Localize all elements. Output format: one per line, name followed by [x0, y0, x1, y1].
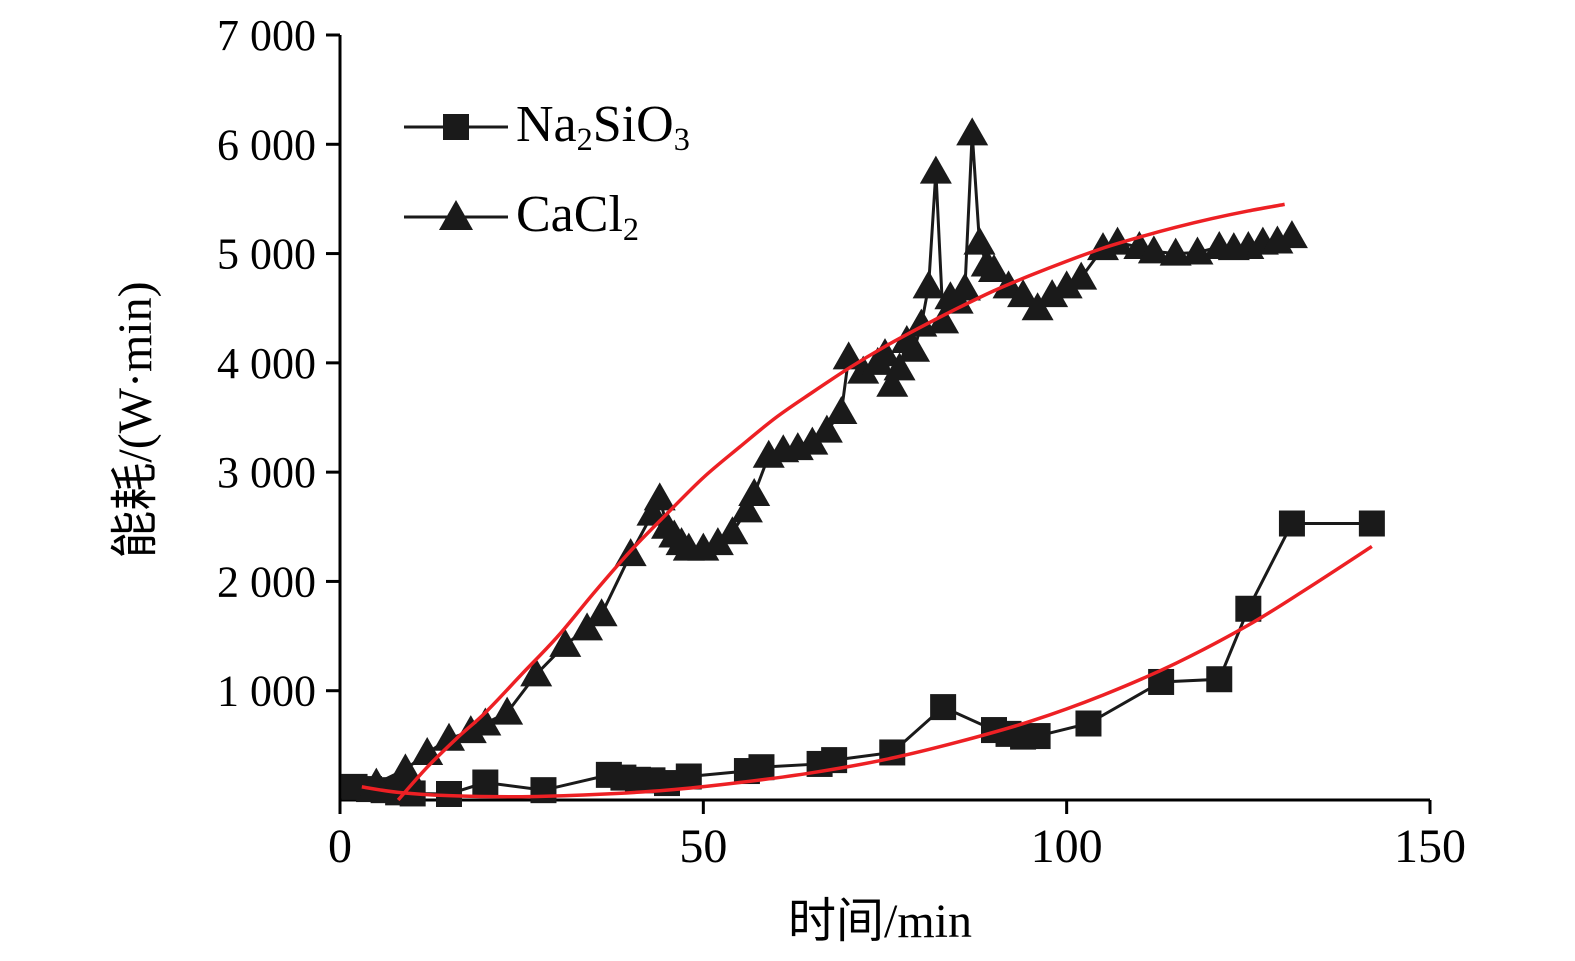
fit-curve-na2sio3	[361, 544, 1373, 799]
x-tick-label: 50	[679, 820, 727, 873]
square-marker	[1278, 510, 1305, 537]
x-tick-label: 100	[1031, 820, 1103, 873]
axes	[326, 33, 1432, 814]
triangle-marker	[1065, 261, 1098, 290]
x-tick-label: 150	[1394, 820, 1466, 873]
triangle-marker	[411, 737, 444, 766]
square-marker	[1358, 510, 1385, 537]
series-na2sio3	[341, 510, 1385, 807]
square-marker	[1235, 595, 1262, 622]
triangle-marker	[643, 482, 676, 511]
square-marker	[748, 754, 775, 781]
y-tick-label: 3 000	[217, 448, 316, 497]
triangle-marker	[389, 753, 422, 782]
square-marker	[675, 763, 702, 790]
triangle-marker	[469, 707, 502, 736]
triangle-marker	[701, 527, 734, 556]
series-cacl2	[360, 117, 1308, 796]
triangle-marker	[948, 272, 981, 301]
triangle-marker	[825, 396, 858, 425]
legend-entry-na2sio3: Na2SiO3	[402, 88, 690, 166]
square-legend-marker-icon	[404, 114, 508, 140]
series-line	[354, 522, 1372, 796]
legend: Na2SiO3 CaCl2	[402, 88, 690, 256]
legend-label-na2sio3: Na2SiO3	[516, 96, 690, 158]
triangle-marker	[883, 352, 916, 381]
y-tick-labels: 1 000 2 000 3 000 4 000 5 000 6 000 7 000	[217, 11, 316, 716]
triangle-marker	[738, 478, 771, 506]
y-axis-title: 能耗/(W·min)	[109, 281, 162, 559]
triangle-marker	[571, 612, 604, 641]
legend-entry-cacl2: CaCl2	[402, 178, 690, 256]
y-tick-label: 1 000	[217, 667, 316, 716]
legend-label-cacl2: CaCl2	[516, 186, 640, 248]
triangle-marker	[549, 628, 582, 657]
triangle-marker	[454, 715, 487, 744]
triangle-marker	[520, 658, 553, 687]
fit-curve-cacl2	[396, 202, 1285, 802]
triangle-marker	[810, 414, 843, 443]
triangle-marker	[927, 305, 960, 334]
x-axis-title: 时间/min	[787, 895, 973, 948]
square-marker	[530, 777, 557, 804]
triangle-marker	[978, 253, 1010, 282]
y-tick-label: 4 000	[217, 339, 316, 388]
square-marker	[1024, 723, 1051, 750]
x-tick-labels: 0 50 100 150	[328, 820, 1466, 873]
triangle-marker	[433, 722, 465, 751]
triangle-marker	[963, 226, 996, 255]
triangle-marker	[912, 270, 945, 299]
triangle-marker	[876, 368, 909, 397]
x-tick-label: 0	[328, 820, 352, 873]
triangle-marker	[1007, 279, 1040, 308]
triangle-marker	[956, 117, 989, 146]
triangle-marker	[585, 598, 618, 627]
triangle-marker	[1137, 235, 1170, 264]
triangle-marker	[847, 355, 880, 384]
triangle-marker	[1275, 220, 1308, 249]
triangle-marker	[1036, 279, 1069, 308]
y-tick-label: 6 000	[217, 120, 316, 169]
square-marker	[1206, 666, 1233, 693]
triangle-marker	[730, 494, 763, 523]
square-marker	[1075, 710, 1102, 737]
triangle-marker	[898, 333, 931, 362]
y-tick-label: 5 000	[217, 230, 316, 279]
square-marker	[930, 694, 957, 721]
triangle-marker	[1159, 237, 1192, 266]
y-tick-label: 2 000	[217, 557, 316, 606]
triangle-legend-marker-icon	[404, 200, 508, 230]
triangle-marker	[716, 516, 749, 545]
triangle-marker	[869, 338, 901, 367]
triangle-marker	[491, 696, 524, 725]
triangle-marker	[919, 155, 952, 184]
triangle-marker	[1050, 270, 1083, 299]
y-tick-label: 7 000	[217, 11, 316, 60]
square-marker	[472, 769, 499, 796]
